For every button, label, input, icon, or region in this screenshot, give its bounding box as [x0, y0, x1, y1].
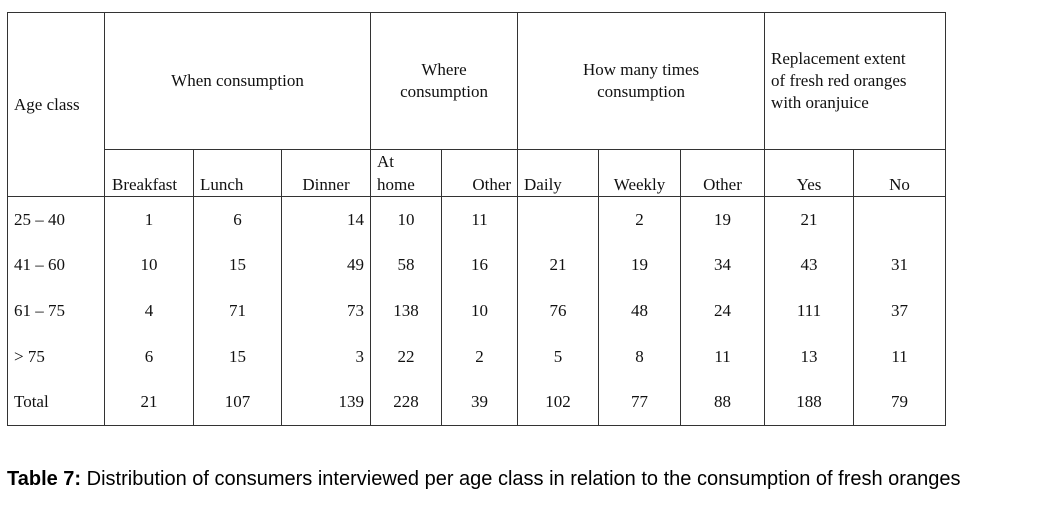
- no-cell: 11: [853, 333, 947, 380]
- daily-cell: 76: [517, 288, 600, 334]
- dinner-cell: 3: [280, 333, 372, 380]
- breakfast-cell: 10: [104, 242, 194, 289]
- table-row: 25 – 40 1 6 14 10 11 2 19 21: [7, 195, 947, 243]
- weekly-cell: 48: [598, 288, 682, 334]
- other-where-cell: 10: [441, 288, 519, 334]
- daily-cell: 5: [517, 333, 600, 380]
- subheader-weekly: Weekly: [598, 149, 682, 197]
- age-class-cell: > 75: [7, 333, 105, 380]
- subheader-other-times: Other: [680, 149, 766, 197]
- table-caption: Table 7: Distribution of consumers inter…: [7, 468, 960, 491]
- subheader-at-home: At home: [370, 149, 443, 197]
- weekly-cell: 2: [598, 195, 682, 243]
- other-where-cell: 11: [441, 195, 519, 243]
- yes-cell: 43: [764, 242, 855, 289]
- table-row: 41 – 60 10 15 49 58 16 21 19 34 43 31: [7, 242, 947, 289]
- other-times-cell: 19: [680, 195, 766, 243]
- at-home-cell: 138: [370, 288, 443, 334]
- no-cell: 37: [853, 288, 947, 334]
- other-where-cell: 2: [441, 333, 519, 380]
- caption-text: Distribution of consumers interviewed pe…: [81, 468, 961, 490]
- subheader-daily: Daily: [517, 149, 600, 197]
- subheader-lunch: Lunch: [193, 149, 282, 197]
- dinner-cell: 73: [280, 288, 372, 334]
- yes-cell: 13: [764, 333, 855, 380]
- lunch-cell: 107: [193, 379, 282, 426]
- weekly-cell: 77: [598, 379, 682, 426]
- breakfast-cell: 6: [104, 333, 194, 380]
- header-replacement-extent: Replacement extent of fresh red oranges …: [764, 12, 947, 150]
- subheader-dinner: Dinner: [280, 149, 372, 197]
- age-class-cell: 41 – 60: [7, 242, 105, 289]
- table-row: 61 – 75 4 71 73 138 10 76 48 24 111 37: [7, 288, 947, 334]
- daily-cell: [517, 195, 600, 243]
- lunch-cell: 15: [193, 242, 282, 289]
- dinner-cell: 49: [280, 242, 372, 289]
- header-how-many-times: How many times consumption: [517, 12, 766, 150]
- daily-cell: 21: [517, 242, 600, 289]
- at-home-cell: 58: [370, 242, 443, 289]
- age-class-cell: 61 – 75: [7, 288, 105, 334]
- at-home-cell: 22: [370, 333, 443, 380]
- other-where-cell: 39: [441, 379, 519, 426]
- subheader-no: No: [853, 149, 947, 197]
- breakfast-cell: 21: [104, 379, 194, 426]
- header-age-class: Age class: [7, 12, 105, 197]
- at-home-cell: 10: [370, 195, 443, 243]
- dinner-cell: 14: [280, 195, 372, 243]
- weekly-cell: 8: [598, 333, 682, 380]
- yes-cell: 111: [764, 288, 855, 334]
- subheader-yes: Yes: [764, 149, 855, 197]
- dinner-cell: 139: [280, 379, 372, 426]
- no-cell: [853, 195, 947, 243]
- table-row-total: Total 21 107 139 228 39 102 77 88 188 79: [7, 379, 947, 426]
- table-row: > 75 6 15 3 22 2 5 8 11 13 11: [7, 333, 947, 380]
- at-home-cell: 228: [370, 379, 443, 426]
- age-class-cell: 25 – 40: [7, 195, 105, 243]
- other-times-cell: 88: [680, 379, 766, 426]
- yes-cell: 188: [764, 379, 855, 426]
- other-times-cell: 34: [680, 242, 766, 289]
- subheader-breakfast: Breakfast: [104, 149, 194, 197]
- header-where-consumption: Where consumption: [370, 12, 519, 150]
- consumption-table: Age class When consumption Where consump…: [7, 12, 947, 426]
- header-when-consumption: When consumption: [103, 12, 372, 150]
- breakfast-cell: 1: [104, 195, 194, 243]
- lunch-cell: 6: [193, 195, 282, 243]
- lunch-cell: 71: [193, 288, 282, 334]
- lunch-cell: 15: [193, 333, 282, 380]
- other-times-cell: 24: [680, 288, 766, 334]
- other-where-cell: 16: [441, 242, 519, 289]
- other-times-cell: 11: [680, 333, 766, 380]
- no-cell: 31: [853, 242, 947, 289]
- weekly-cell: 19: [598, 242, 682, 289]
- daily-cell: 102: [517, 379, 600, 426]
- subheader-other-where: Other: [441, 149, 519, 197]
- yes-cell: 21: [764, 195, 855, 243]
- no-cell: 79: [853, 379, 947, 426]
- age-class-cell: Total: [7, 379, 105, 426]
- caption-label: Table 7:: [7, 468, 82, 490]
- breakfast-cell: 4: [104, 288, 194, 334]
